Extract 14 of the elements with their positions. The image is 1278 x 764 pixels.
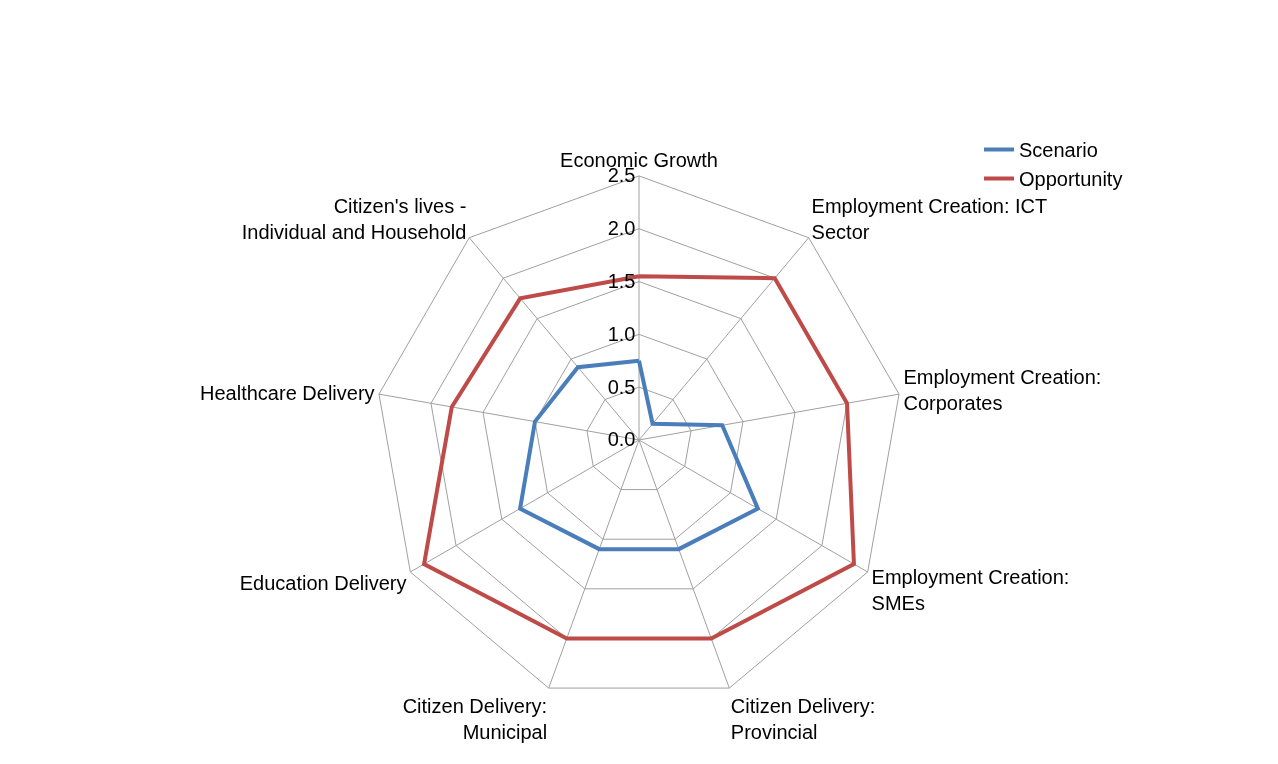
y-tick-label: 2.0: [607, 217, 636, 240]
legend-label: Scenario: [1019, 139, 1098, 162]
spoke-label: Employment Creation: SMEs: [871, 565, 1070, 614]
spoke-label: Citizen's lives - Individual and Household: [241, 194, 467, 243]
spoke-label: Citizen Delivery: Provincial: [730, 694, 876, 743]
spoke-label: Healthcare Delivery: [200, 381, 375, 404]
y-tick-label: 0.5: [607, 375, 636, 398]
y-tick-label: 1.0: [607, 322, 636, 345]
y-tick-label: 0.0: [607, 428, 636, 451]
spoke-label: Employment Creation: Corporates: [903, 366, 1102, 415]
spoke-label: Citizen Delivery: Municipal: [402, 694, 548, 743]
legend-label: Opportunity: [1019, 168, 1123, 191]
spoke-label: Education Delivery: [239, 572, 407, 595]
spoke-label: Employment Creation: ICT Sector: [811, 194, 1048, 243]
